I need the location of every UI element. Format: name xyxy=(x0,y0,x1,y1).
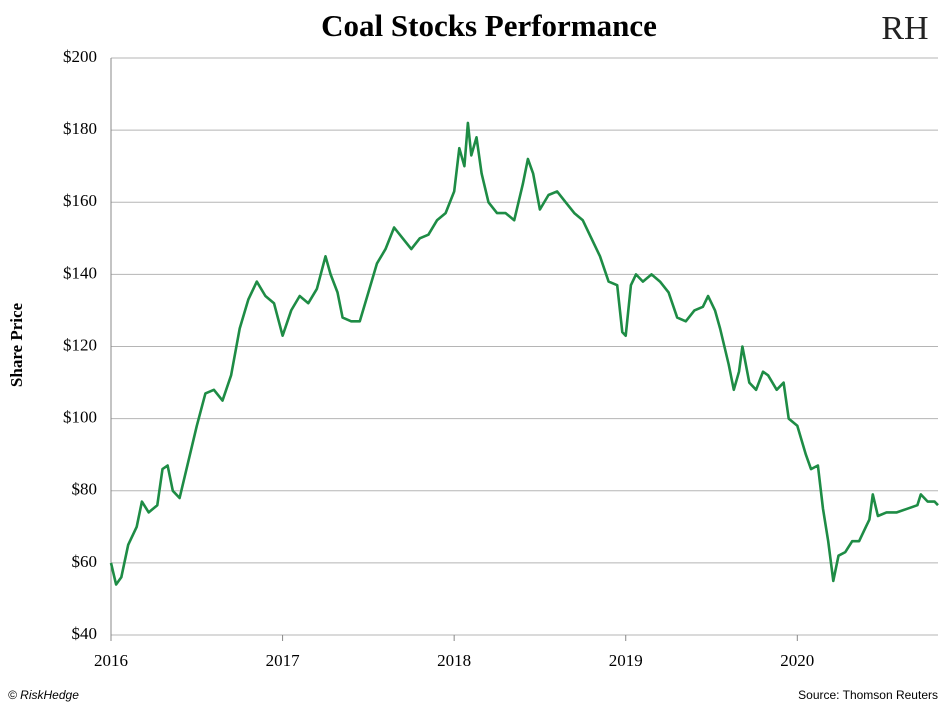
logo: RH xyxy=(881,10,928,47)
x-tick-label: 2019 xyxy=(609,651,643,670)
y-tick-label: $160 xyxy=(63,191,97,210)
x-tick-label: 2020 xyxy=(780,651,814,670)
chart-title: Coal Stocks Performance xyxy=(321,8,657,43)
y-tick-label: $140 xyxy=(63,263,97,282)
source: Source: Thomson Reuters xyxy=(798,688,938,702)
credit: © RiskHedge xyxy=(8,688,79,702)
x-tick-label: 2017 xyxy=(266,651,301,670)
y-tick-label: $180 xyxy=(63,119,97,138)
y-tick-label: $100 xyxy=(63,408,97,427)
line xyxy=(109,121,939,586)
x-tick-label: 2018 xyxy=(437,651,471,670)
y-axis-label: Share Price xyxy=(7,302,26,387)
y-tick-label: $80 xyxy=(72,480,98,499)
y-tick-label: $120 xyxy=(63,335,97,354)
y-tick-label: $60 xyxy=(72,552,98,571)
y-tick-label: $200 xyxy=(63,47,97,66)
x-tick-label: 2016 xyxy=(94,651,128,670)
y-tick-label: $40 xyxy=(72,624,98,643)
